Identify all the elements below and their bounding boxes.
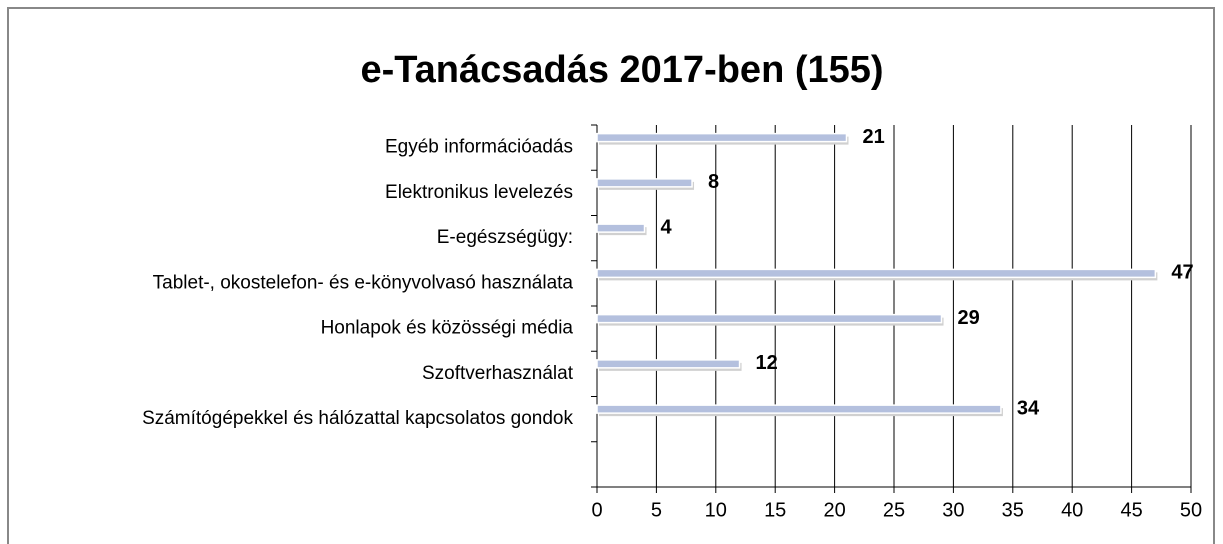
x-tick-label: 40	[1061, 499, 1083, 521]
data-label: 4	[661, 216, 673, 238]
y-tick-label: E-egészségügy:	[437, 227, 573, 248]
y-tick-label: Honlapok és közösségi média	[321, 318, 574, 339]
data-label: 21	[862, 126, 884, 148]
bar	[596, 404, 1002, 414]
x-tick-label: 5	[651, 499, 662, 521]
bar	[596, 359, 741, 369]
data-label: 47	[1171, 262, 1193, 284]
data-label: 8	[708, 171, 719, 193]
y-tick-label: Elektronikus levelezés	[385, 182, 573, 203]
chart-title: e-Tanácsadás 2017-ben (155)	[360, 49, 883, 91]
y-tick-label: Számítógépekkel és hálózattal kapcsolato…	[142, 408, 573, 429]
x-tick-label: 25	[883, 499, 905, 521]
y-tick-label: Egyéb információadás	[385, 137, 573, 158]
x-tick-label: 0	[591, 499, 602, 521]
x-tick-label: 15	[764, 499, 786, 521]
x-tick-label: 30	[942, 499, 964, 521]
x-tick-label: 10	[705, 499, 727, 521]
x-tick-label: 20	[823, 499, 845, 521]
bar	[596, 178, 693, 188]
y-tick-label: Tablet-, okostelefon- és e-könyvolvasó h…	[153, 272, 574, 293]
bar	[596, 313, 943, 324]
bar	[596, 268, 1157, 279]
x-tick-label: 50	[1180, 499, 1202, 521]
data-label: 34	[1017, 397, 1040, 419]
bar	[596, 223, 646, 233]
data-label: 12	[756, 352, 778, 374]
bar	[596, 132, 848, 143]
x-tick-label: 35	[1002, 499, 1024, 521]
x-tick-label: 45	[1120, 499, 1142, 521]
y-tick-label: Szoftverhasználat	[422, 363, 574, 384]
data-label: 29	[958, 307, 980, 329]
